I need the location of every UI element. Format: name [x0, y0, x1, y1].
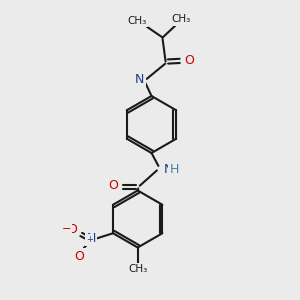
Text: N: N: [87, 232, 96, 245]
Text: N: N: [134, 73, 144, 86]
Text: N: N: [164, 163, 173, 176]
Text: O: O: [67, 223, 77, 236]
Text: +: +: [86, 235, 93, 244]
Text: CH₃: CH₃: [128, 16, 147, 26]
Text: CH₃: CH₃: [172, 14, 191, 25]
Text: O: O: [74, 250, 84, 262]
Text: CH₃: CH₃: [128, 264, 147, 274]
Text: −: −: [61, 224, 71, 234]
Text: H: H: [169, 163, 179, 176]
Text: H: H: [135, 73, 145, 86]
Text: O: O: [109, 179, 118, 192]
Text: O: O: [185, 54, 194, 68]
